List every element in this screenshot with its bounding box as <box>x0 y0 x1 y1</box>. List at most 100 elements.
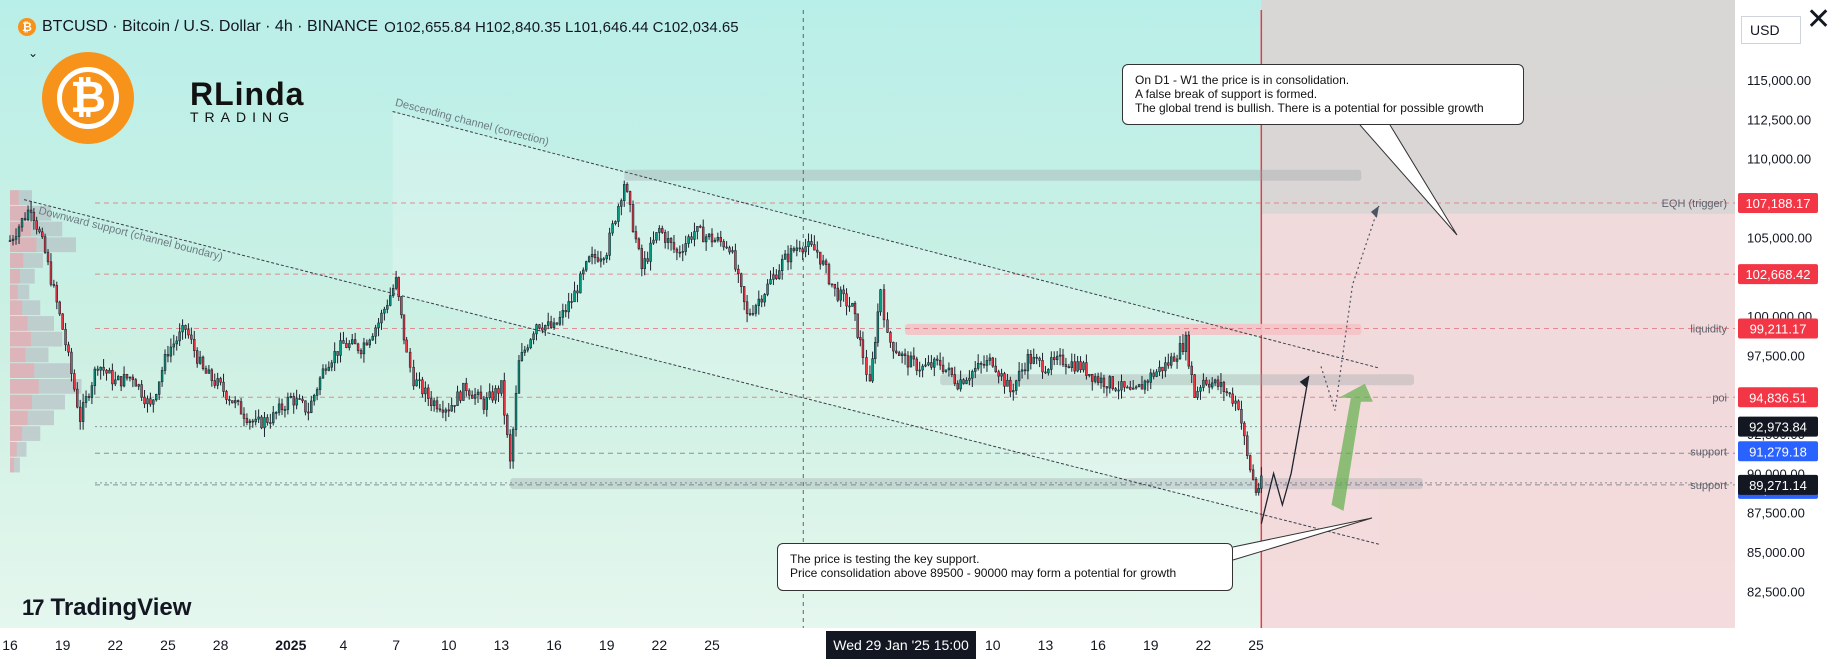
candle-body <box>380 312 383 324</box>
candle-body <box>201 356 205 369</box>
candle-body <box>216 378 219 386</box>
forecast-arrowhead <box>1299 375 1309 388</box>
candle-body <box>190 334 193 340</box>
candle-body <box>1114 388 1117 391</box>
volume-profile-bar <box>10 347 26 363</box>
candle-body <box>485 397 488 410</box>
candle-body <box>740 273 743 287</box>
candle-body <box>1070 361 1073 369</box>
time-tick-label: 19 <box>1143 637 1159 653</box>
candle-body <box>368 339 371 346</box>
bitcoin-logo: ₿ <box>42 52 134 144</box>
candle-body <box>76 388 79 408</box>
time-tick-label: 13 <box>494 637 510 653</box>
candle-body <box>342 340 345 344</box>
candle-body <box>1050 357 1053 370</box>
candle-body <box>936 358 939 361</box>
candle-body <box>295 398 298 406</box>
close-icon[interactable]: ✕ <box>1806 3 1832 36</box>
price-tick-label: 85,000.00 <box>1747 545 1805 560</box>
candle-body <box>979 363 983 365</box>
candle-body <box>506 414 509 435</box>
candle-body <box>882 289 886 321</box>
candle-body <box>1000 373 1003 377</box>
candle-body <box>684 243 687 252</box>
candle-body <box>666 238 670 243</box>
candle-body <box>950 367 954 375</box>
candle-body <box>1251 469 1255 480</box>
candle-body <box>558 316 562 325</box>
time-tick-label: 10 <box>441 637 457 653</box>
candle-body <box>1131 387 1135 390</box>
candle-body <box>532 333 535 340</box>
time-tick-label: 13 <box>1038 637 1054 653</box>
candle-body <box>78 406 82 422</box>
time-tick-label: 19 <box>599 637 615 653</box>
candle-body <box>722 241 725 248</box>
collapse-chevron-icon[interactable]: ⌄ <box>28 46 39 60</box>
candle-body <box>429 398 433 406</box>
rlinda-trading-logo: RLinda TRADING <box>190 76 304 125</box>
time-tick-label: 16 <box>2 637 18 653</box>
candle-body <box>1120 381 1123 391</box>
candle-body <box>424 387 427 395</box>
candle-body <box>383 308 386 314</box>
currency-selector[interactable]: USD <box>1741 16 1801 44</box>
candle-body <box>1123 381 1126 388</box>
candle-body <box>1187 334 1190 367</box>
price-level-badge <box>1738 318 1818 339</box>
time-tick-label: 10 <box>985 637 1001 653</box>
candle-body <box>318 377 322 390</box>
time-tick-label: 4 <box>340 637 348 653</box>
candle-body <box>283 409 287 411</box>
candle-body <box>339 340 342 356</box>
candle-body <box>257 416 260 420</box>
bitcoin-logo-glyph: ₿ <box>57 67 119 129</box>
candle-body <box>348 343 351 348</box>
candle-body <box>745 301 749 314</box>
candle-body <box>1126 386 1129 389</box>
candle-body <box>871 358 874 382</box>
candle-body <box>1228 392 1231 395</box>
candle-body <box>160 370 164 383</box>
symbol-title[interactable]: BTCUSD · Bitcoin / U.S. Dollar · 4h · BI… <box>42 18 379 35</box>
price-tick-label: 112,500.00 <box>1747 112 1811 127</box>
candle-body <box>333 351 336 364</box>
callout-line: Price consolidation above 89500 - 90000 … <box>790 566 1177 580</box>
candle-body <box>219 378 222 383</box>
price-zone <box>624 169 1362 181</box>
candle-body <box>991 357 995 367</box>
candle-body <box>576 290 579 294</box>
volume-profile-bar <box>10 457 20 473</box>
candle-body <box>751 313 755 315</box>
candle-body <box>93 368 97 386</box>
candle-body <box>514 392 518 430</box>
candle-body <box>286 397 290 410</box>
candle-body <box>1172 356 1176 362</box>
candle-body <box>640 248 644 270</box>
candle-body <box>1129 386 1132 390</box>
candle-body <box>523 349 527 353</box>
candle-body <box>453 405 456 407</box>
candle-body <box>1041 360 1044 373</box>
volume-profile-bar <box>10 268 20 284</box>
candle-body <box>73 373 76 390</box>
candle-body <box>915 358 918 371</box>
candle-body <box>351 339 354 344</box>
candle-body <box>465 382 468 392</box>
candle-body <box>693 231 696 240</box>
candle-body <box>772 274 775 280</box>
candle-body <box>312 394 316 402</box>
candle-body <box>944 369 948 372</box>
candle-body <box>801 248 804 253</box>
candle-body <box>716 236 720 241</box>
candle-body <box>210 369 214 381</box>
candle-body <box>1020 369 1024 372</box>
candle-body <box>1181 343 1185 352</box>
candle-body <box>924 364 927 367</box>
candle-body <box>599 258 603 262</box>
time-tick-label: 7 <box>392 637 400 653</box>
symbol-header[interactable]: ₿ BTCUSD · Bitcoin / U.S. Dollar · 4h · … <box>18 18 739 36</box>
candle-body <box>1254 479 1258 493</box>
candle-body <box>26 209 30 220</box>
